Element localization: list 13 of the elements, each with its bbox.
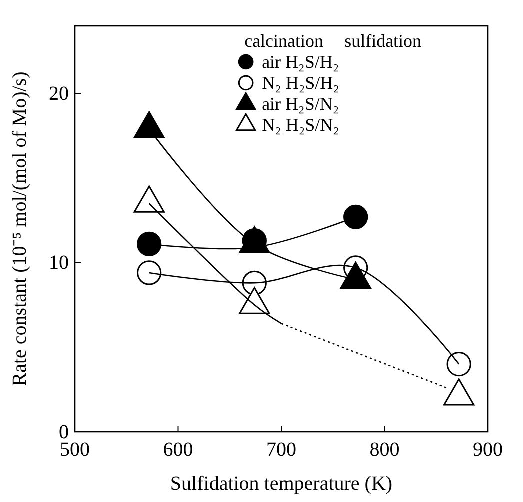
x-tick-label: 600	[163, 439, 194, 462]
y-axis-title: Rate constant (10⁻⁵ mol/(mol of Mo)/s)	[9, 72, 31, 386]
legend-label: air H₂S/H₂	[262, 52, 340, 72]
legend-label: air H₂S/N₂	[262, 94, 340, 114]
legend-label: N₂ H₂S/H₂	[262, 73, 340, 93]
legend-title: calcination sulfidation	[244, 31, 422, 51]
x-axis-title: Sulfidation temperature (K)	[170, 473, 393, 495]
x-tick-label: 700	[266, 439, 296, 462]
x-tick-label: 800	[370, 439, 400, 462]
y-tick-label: 20	[49, 83, 69, 106]
legend-label: N₂ H₂S/N₂	[262, 115, 340, 135]
x-tick-label: 900	[473, 439, 503, 462]
y-tick-label: 10	[49, 252, 69, 274]
